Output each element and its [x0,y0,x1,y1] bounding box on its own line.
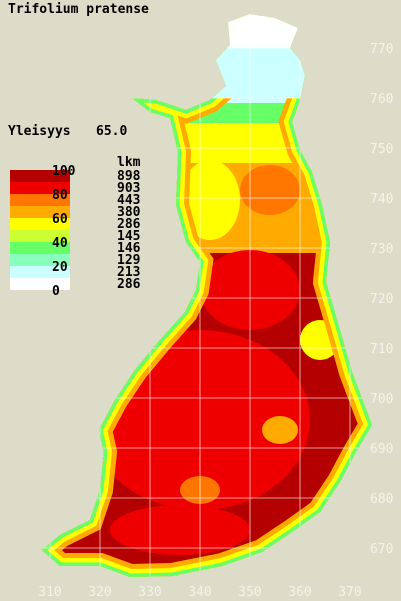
x-tick-label: 370 [338,585,361,600]
title: Trifolium pratense [8,2,149,17]
y-tick-label: 700 [370,392,393,407]
y-tick-label: 740 [370,192,393,207]
legend-level: 100 [52,164,76,179]
y-tick-label: 710 [370,342,393,357]
frequency-value: 65.0 [96,124,127,139]
x-tick-label: 320 [88,585,111,600]
legend-count: 286 [117,217,141,232]
legend-count: 213 [117,265,140,280]
legend-level: 80 [52,188,68,203]
legend-swatch [10,170,70,182]
legend-level: 20 [52,260,68,275]
legend: 8989034433802861451461292132861008060402… [10,164,141,299]
legend-count: 443 [117,193,140,208]
x-tick-label: 330 [138,585,161,600]
legend-swatch [10,218,70,230]
legend-count: 129 [117,253,140,268]
x-tick-label: 350 [238,585,261,600]
legend-count: 286 [117,277,141,292]
legend-header: lkm [117,155,141,170]
legend-swatch [10,254,70,266]
y-tick-label: 750 [370,142,393,157]
y-tick-label: 690 [370,442,393,457]
legend-count: 903 [117,181,140,196]
x-tick-label: 360 [288,585,311,600]
axes: 310 320 330 340 350 360 370 770 760 750 740 730 720 7… [38,42,393,600]
y-tick-label: 720 [370,292,393,307]
y-tick-label: 760 [370,92,393,107]
legend-swatch [10,230,70,242]
legend-count: 898 [117,169,141,184]
x-tick-label: 340 [188,585,211,600]
legend-swatch [10,242,70,254]
legend-swatch [10,266,70,278]
legend-count: 146 [117,241,141,256]
y-tick-label: 680 [370,492,393,507]
y-tick-label: 730 [370,242,393,257]
legend-level: 40 [52,236,68,251]
legend-count: 380 [117,205,141,220]
x-tick-label: 310 [38,585,61,600]
legend-count: 145 [117,229,140,244]
legend-swatch [10,194,70,206]
legend-swatch [10,206,70,218]
frequency-label: Yleisyys [8,124,71,139]
y-tick-label: 770 [370,42,393,57]
y-tick-label: 670 [370,542,393,557]
legend-level: 0 [52,284,60,299]
legend-swatch [10,278,70,290]
legend-swatch [10,182,70,194]
legend-level: 60 [52,212,68,227]
